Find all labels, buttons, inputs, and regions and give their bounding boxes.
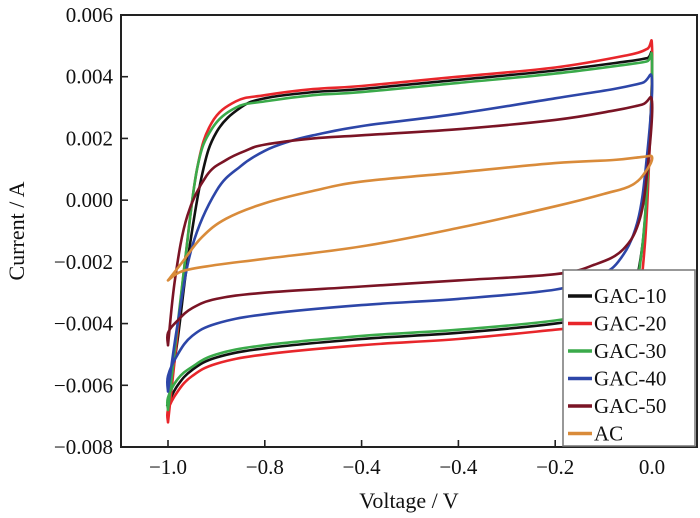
y-tick-label: 0.006 [66, 3, 113, 27]
plot-frame [120, 14, 698, 448]
legend-label-gac-30: GAC-30 [594, 339, 666, 363]
x-tick-label: −0.4 [439, 455, 478, 479]
series-line-gac-50 [165, 95, 654, 347]
y-tick-label: −0.004 [54, 312, 114, 336]
legend-label-gac-10: GAC-10 [594, 284, 666, 308]
series-layer [165, 39, 654, 424]
series-line-gac-30 [165, 51, 654, 412]
series-line-ac [166, 154, 654, 282]
x-tick-label: −0.4 [343, 455, 382, 479]
y-tick-label: −0.006 [54, 373, 113, 397]
legend-label-ac: AC [594, 422, 623, 446]
y-tick-label: 0.002 [66, 126, 113, 150]
x-tick-label: −1.0 [149, 455, 187, 479]
series-line-gac-40 [165, 73, 654, 393]
legend-label-gac-20: GAC-20 [594, 312, 666, 336]
series-line-gac-20 [165, 39, 654, 424]
x-tick-label: −0.8 [246, 455, 284, 479]
y-tick-label: −0.008 [54, 435, 113, 459]
x-tick-label: 0.0 [639, 455, 665, 479]
ticks-layer: −1.0 −0.8 −0.4 −0.4 −0.2 0.0 0.006 0.004 0.002 0.… [54, 3, 665, 479]
y-axis-title: Current / A [4, 181, 29, 280]
y-tick-label: −0.002 [54, 250, 113, 274]
legend-label-gac-40: GAC-40 [594, 367, 666, 391]
legend: GAC-10 GAC-20 GAC-30 GAC-40 GAC-50 AC [562, 269, 696, 447]
x-tick-label: −0.2 [536, 455, 574, 479]
x-axis-title: Voltage / V [359, 488, 459, 513]
y-tick-label: 0.000 [66, 188, 113, 212]
y-tick-label: 0.004 [66, 65, 114, 89]
legend-label-gac-50: GAC-50 [594, 394, 666, 418]
legend-box [562, 269, 696, 447]
